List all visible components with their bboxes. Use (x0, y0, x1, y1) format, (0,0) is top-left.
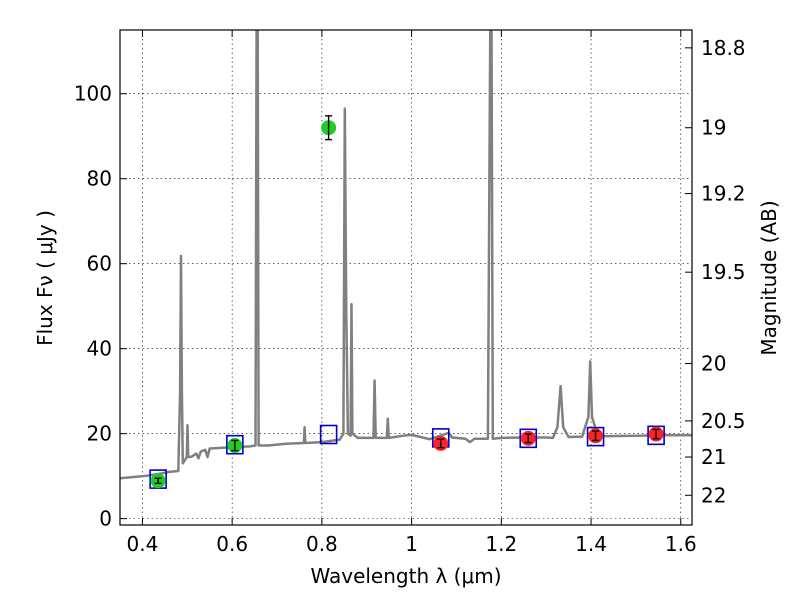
y-tick-label: 0 (99, 507, 112, 531)
y-tick-label: 40 (87, 337, 112, 361)
y2-tick-label: 19.2 (701, 182, 746, 206)
y2-tick-label: 19 (701, 116, 726, 140)
x-axis-title: Wavelength λ (μm) (310, 564, 501, 588)
y2-tick-label: 21 (701, 445, 726, 469)
y-axis-title: Flux Fν ( μJy ) (33, 210, 57, 346)
x-tick-label: 0.4 (127, 532, 159, 556)
y2-tick-label: 22 (701, 483, 726, 507)
spectrum-line (120, 30, 692, 480)
y2-tick-label: 18.8 (701, 36, 746, 60)
x-tick-label: 1 (405, 532, 418, 556)
x-tick-label: 1.2 (485, 532, 517, 556)
y-tick-label: 60 (87, 252, 112, 276)
x-tick-label: 1.4 (575, 532, 607, 556)
y-tick-label: 100 (74, 82, 112, 106)
model-box-marker (647, 425, 665, 446)
plot-area (120, 30, 692, 489)
y2-tick-label: 20.5 (701, 409, 746, 433)
plot-frame (119, 29, 693, 526)
axes: 0.4 0.6 0.8 1 1.2 1.4 1.6 0 20 40 60 80 100 18.8 19 19.… (74, 30, 746, 556)
x-tick-label: 1.6 (665, 532, 697, 556)
grid-lines (120, 30, 692, 525)
y-tick-label: 80 (87, 167, 112, 191)
model-box-marker (586, 426, 605, 447)
x-tick-label: 0.6 (216, 532, 248, 556)
y2-tick-label: 20 (701, 352, 726, 376)
model-box-marker (319, 424, 338, 445)
y-tick-label: 20 (87, 422, 112, 446)
model-box-marker (226, 434, 244, 455)
x-tick-label: 0.8 (306, 532, 338, 556)
model-box-marker (519, 428, 538, 449)
y2-tick-label: 19.5 (701, 260, 746, 284)
y2-axis-title: Magnitude (AB) (757, 200, 781, 355)
